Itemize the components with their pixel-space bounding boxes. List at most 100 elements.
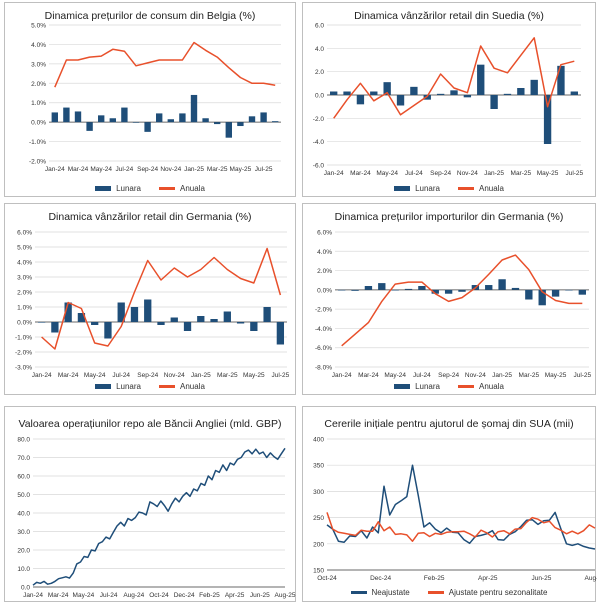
x-tick-label: Jul-25	[565, 170, 583, 177]
y-tick-label: 2.0%	[17, 290, 32, 297]
x-tick-label: Jun-25	[250, 592, 270, 599]
legend-swatch-line	[458, 187, 474, 190]
x-tick-label: May-25	[545, 372, 567, 379]
legend-label: Lunara	[116, 382, 141, 391]
x-tick-label: Jan-24	[32, 372, 52, 379]
bar	[551, 289, 560, 297]
chart-title: Cererile inițiale pentru ajutorul de șom…	[324, 418, 574, 430]
legend-swatch-line	[159, 385, 175, 388]
x-tick-label: Mar-24	[358, 372, 379, 379]
x-tick-label: Mar-25	[217, 372, 238, 379]
bar	[272, 121, 279, 123]
bar	[458, 289, 466, 292]
x-tick-label: Feb-25	[199, 592, 220, 599]
y-tick-label: -2.0%	[29, 159, 46, 166]
bar	[214, 122, 221, 125]
x-tick-label: Jul-24	[405, 170, 423, 177]
legend-item-lunara: Lunara	[95, 382, 141, 391]
x-tick-label: Jul-24	[413, 372, 431, 379]
bar	[64, 302, 72, 322]
y-tick-label: 2.0%	[31, 81, 46, 88]
legend-item-ajustate: Ajustate pentru sezonalitate	[427, 588, 548, 597]
chart-legend: Lunara Anuala	[303, 382, 595, 391]
y-tick-label: 50.0	[17, 492, 30, 499]
legend-item-anuala: Anuala	[458, 382, 504, 391]
legend-swatch-line	[159, 187, 175, 190]
x-tick-label: Dec-24	[370, 575, 391, 582]
legend-item-anuala: Anuala	[458, 184, 504, 193]
bar	[396, 95, 405, 106]
bar	[570, 91, 578, 95]
bar	[503, 93, 512, 95]
y-tick-label: 70.0	[17, 455, 30, 462]
y-tick-label: 80.0	[17, 437, 30, 444]
bar	[378, 283, 386, 290]
legend-swatch-bar	[95, 186, 112, 191]
bar	[63, 107, 70, 123]
y-tick-label: 200	[313, 541, 324, 548]
bar	[578, 289, 586, 295]
x-tick-label: Aug-25	[275, 592, 296, 599]
chart-panel-belgium-cpi: Dinamica prețurilor de consum din Belgia…	[4, 2, 296, 197]
bar	[260, 112, 267, 123]
y-tick-label: 0.0	[21, 585, 30, 592]
y-tick-label: 3.0%	[17, 275, 32, 282]
chart-panel-sweden-retail: Dinamica vânzărilor retail din Suedia (%…	[302, 2, 596, 197]
legend-swatch-bar	[95, 384, 112, 389]
chart-legend: Neajustate Ajustate pentru sezonalitate	[303, 588, 595, 597]
x-tick-label: Dec-24	[174, 592, 195, 599]
legend-swatch-line	[427, 591, 444, 594]
x-tick-label: Jan-24	[45, 166, 65, 173]
x-tick-label: Feb-25	[424, 575, 445, 582]
bar	[179, 113, 186, 123]
x-tick-label: Sep-24	[430, 170, 451, 177]
x-tick-label: Apr-25	[225, 592, 245, 599]
legend-item-anuala: Anuala	[159, 382, 205, 391]
legend-swatch-bar	[394, 384, 411, 389]
x-tick-label: May-24	[84, 372, 106, 379]
bar	[565, 289, 573, 291]
bar	[98, 115, 105, 123]
legend-label: Anuala	[180, 184, 205, 193]
bar	[51, 112, 58, 123]
x-tick-label: Jan-25	[492, 372, 512, 379]
bar	[157, 322, 165, 325]
bar	[436, 93, 445, 95]
y-tick-label: -8.0%	[315, 365, 332, 372]
y-tick-label: 2.0%	[317, 268, 332, 275]
x-tick-label: Jul-25	[573, 372, 591, 379]
y-tick-label: -4.0%	[315, 326, 332, 333]
series-line	[326, 464, 596, 550]
x-tick-label: Nov-24	[457, 170, 478, 177]
bar	[338, 289, 346, 291]
legend-label: Anuala	[479, 184, 504, 193]
x-tick-label: Jan-25	[191, 372, 211, 379]
x-tick-label: Aug-24	[123, 592, 144, 599]
bar	[485, 285, 493, 290]
legend-label: Ajustate pentru sezonalitate	[448, 588, 548, 597]
bar	[418, 286, 426, 290]
x-tick-label: May-24	[384, 372, 406, 379]
y-tick-label: 1.0%	[17, 305, 32, 312]
bar	[370, 91, 378, 95]
bar	[144, 299, 152, 322]
y-tick-label: 4.0%	[17, 260, 32, 267]
legend-label: Neajustate	[371, 588, 410, 597]
bar	[190, 94, 198, 123]
y-tick-label: 0.0%	[17, 320, 32, 327]
chart-plot: -3.0% -2.0% -1.0% 0.0% 1.0% 2.0% 3.0% 4.0% 5.0% 6…	[15, 230, 290, 380]
bar	[170, 317, 178, 322]
y-tick-label: 10.0	[17, 566, 30, 573]
series-line	[54, 41, 276, 88]
legend-item-lunara: Lunara	[95, 184, 141, 193]
chart-legend: Lunara Anuala	[303, 184, 595, 193]
bar	[444, 289, 453, 294]
bar	[263, 307, 271, 322]
x-tick-label: Oct-24	[317, 575, 337, 582]
legend-swatch-line	[350, 591, 367, 594]
chart-plot: -8.0% -6.0% -4.0% -2.0% 0.0% 2.0% 4.0% 6.0% Jan-…	[315, 230, 592, 380]
y-tick-label: 60.0	[17, 474, 30, 481]
y-tick-label: 5.0%	[17, 245, 32, 252]
series-line	[326, 512, 596, 542]
x-tick-label: May-25	[537, 170, 559, 177]
